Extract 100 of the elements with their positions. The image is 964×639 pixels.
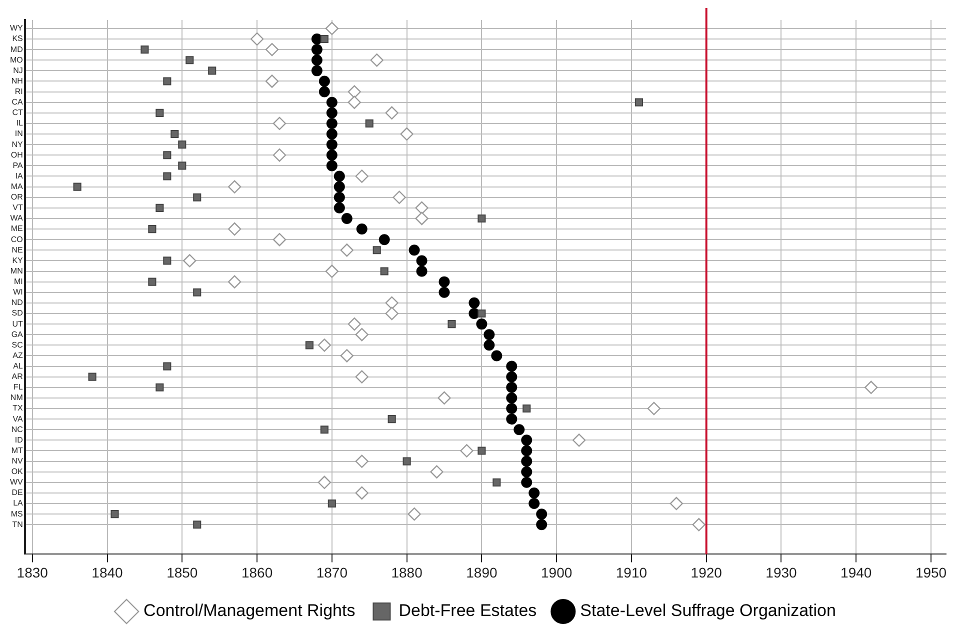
point bbox=[228, 275, 242, 288]
y-tick-label: MS bbox=[10, 509, 23, 518]
point bbox=[460, 444, 474, 458]
y-tick-label: CA bbox=[12, 98, 24, 107]
y-tick-label: WY bbox=[10, 24, 24, 33]
y-tick-label: MA bbox=[10, 182, 24, 192]
point bbox=[370, 54, 384, 67]
point bbox=[478, 309, 486, 318]
point bbox=[311, 65, 322, 76]
point bbox=[438, 391, 451, 405]
point bbox=[326, 160, 338, 172]
y-tick-label: MI bbox=[14, 277, 23, 286]
point bbox=[320, 426, 328, 434]
y-tick-label: MD bbox=[10, 44, 24, 54]
point bbox=[334, 181, 345, 192]
x-tick-label: 1860 bbox=[241, 564, 273, 580]
y-tick-label: TX bbox=[12, 404, 24, 413]
point bbox=[311, 44, 322, 56]
point bbox=[402, 457, 411, 466]
point bbox=[365, 119, 374, 128]
y-tick-label: TN bbox=[12, 520, 24, 529]
point bbox=[521, 434, 532, 446]
point bbox=[156, 383, 164, 392]
point bbox=[385, 106, 398, 120]
y-tick-label: VA bbox=[12, 414, 24, 424]
x-tick-label: 1850 bbox=[166, 564, 198, 580]
point bbox=[326, 139, 338, 150]
point bbox=[380, 267, 388, 276]
point bbox=[385, 306, 398, 320]
point bbox=[318, 86, 330, 98]
legend-label: Debt-Free Estates bbox=[398, 601, 537, 620]
point bbox=[864, 380, 878, 394]
point bbox=[163, 362, 172, 370]
point bbox=[341, 212, 352, 224]
point bbox=[670, 496, 684, 510]
point bbox=[355, 370, 368, 384]
x-tick-label: 1900 bbox=[541, 564, 572, 580]
point bbox=[318, 338, 332, 352]
legend-label: State-Level Suffrage Organization bbox=[580, 601, 836, 620]
point bbox=[110, 510, 119, 518]
x-tick-label: 1870 bbox=[316, 564, 348, 580]
point bbox=[478, 446, 486, 455]
point bbox=[228, 180, 242, 194]
y-tick-label: RI bbox=[14, 86, 23, 96]
point bbox=[478, 214, 486, 223]
y-tick-label: IA bbox=[15, 171, 24, 180]
point bbox=[647, 402, 661, 416]
y-tick-label: GA bbox=[11, 330, 24, 339]
point bbox=[186, 56, 194, 64]
point bbox=[193, 193, 202, 202]
y-tick-label: AR bbox=[12, 372, 24, 382]
point bbox=[506, 392, 518, 404]
y-tick-label: MO bbox=[10, 55, 23, 64]
point bbox=[355, 328, 368, 342]
point bbox=[521, 456, 532, 467]
point bbox=[334, 202, 345, 214]
point bbox=[355, 454, 368, 468]
point bbox=[572, 434, 586, 447]
point bbox=[528, 487, 540, 498]
point bbox=[325, 22, 339, 36]
point bbox=[438, 286, 450, 298]
point bbox=[378, 234, 390, 246]
point bbox=[156, 108, 164, 117]
point bbox=[178, 162, 186, 170]
point bbox=[506, 414, 518, 425]
point bbox=[265, 74, 279, 88]
x-tick-label: 1950 bbox=[915, 564, 947, 580]
point bbox=[272, 232, 286, 246]
point bbox=[416, 255, 428, 266]
point bbox=[140, 46, 149, 54]
point bbox=[522, 404, 531, 413]
y-tick-label: AZ bbox=[12, 350, 23, 360]
y-tick-label: NM bbox=[10, 393, 24, 402]
point bbox=[208, 66, 216, 75]
point bbox=[356, 224, 368, 235]
point bbox=[326, 118, 338, 129]
point bbox=[415, 212, 428, 226]
point bbox=[400, 127, 414, 141]
y-tick-label: FL bbox=[14, 382, 24, 392]
point bbox=[521, 445, 532, 456]
point bbox=[355, 486, 368, 500]
point bbox=[228, 222, 242, 236]
point bbox=[73, 182, 82, 191]
y-tick-label: NJ bbox=[13, 66, 23, 75]
point bbox=[536, 508, 548, 520]
y-tick-label: ME bbox=[10, 224, 23, 234]
point bbox=[326, 150, 338, 161]
point bbox=[348, 85, 361, 98]
point bbox=[521, 476, 532, 488]
y-tick-label: OK bbox=[11, 467, 24, 476]
y-tick-label: KS bbox=[12, 34, 23, 44]
y-tick-label: ND bbox=[11, 298, 24, 308]
point bbox=[416, 266, 428, 277]
y-tick-label: CT bbox=[12, 108, 23, 118]
y-tick-label: KY bbox=[12, 256, 24, 265]
point bbox=[163, 256, 172, 265]
y-tick-label: WV bbox=[10, 478, 24, 487]
point bbox=[334, 170, 345, 182]
x-tick-label: 1920 bbox=[690, 564, 722, 580]
point bbox=[170, 130, 179, 138]
